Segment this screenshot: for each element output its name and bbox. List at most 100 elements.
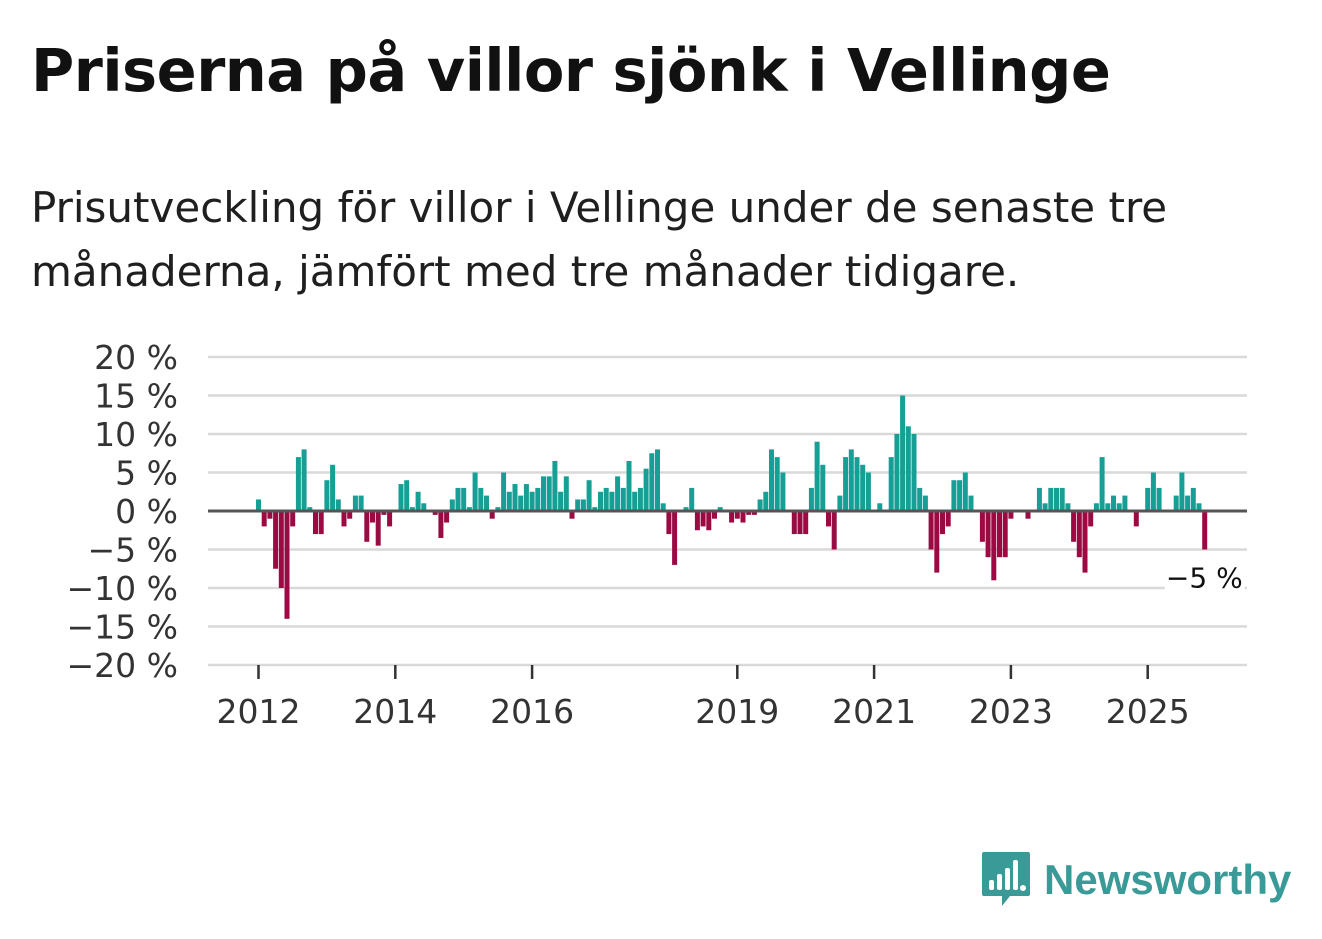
- bar: [888, 457, 894, 511]
- bar: [546, 476, 552, 511]
- y-tick-label: 0 %: [115, 492, 178, 531]
- bar: [1173, 495, 1179, 511]
- bar: [256, 499, 261, 511]
- bar: [370, 511, 375, 523]
- bar: [1202, 511, 1208, 550]
- y-tick-label: −20 %: [67, 646, 179, 685]
- chart-subtitle: Prisutveckling för villor i Vellinge und…: [31, 183, 1168, 296]
- y-tick-label: 20 %: [94, 338, 178, 377]
- bar: [404, 480, 410, 511]
- bar: [666, 511, 672, 535]
- bar: [774, 457, 780, 511]
- bar: [1088, 511, 1094, 527]
- bar: [1065, 503, 1071, 511]
- bar: [615, 476, 621, 511]
- bar: [934, 511, 940, 573]
- bar: [894, 434, 900, 511]
- bar: [1122, 495, 1128, 511]
- x-tick-label: 2016: [490, 692, 574, 731]
- bar: [968, 495, 974, 511]
- bar: [295, 457, 301, 511]
- bar: [1093, 503, 1099, 511]
- bar: [717, 507, 723, 511]
- bar: [364, 511, 370, 542]
- bar: [358, 495, 364, 511]
- bar: [905, 426, 911, 511]
- bar: [997, 511, 1002, 558]
- grid-lines: [208, 355, 1247, 667]
- bar: [626, 460, 632, 511]
- x-tick-label: 2019: [695, 692, 779, 731]
- bar: [643, 468, 649, 511]
- bar: [689, 487, 695, 511]
- bar: [763, 491, 769, 511]
- bar: [335, 499, 341, 511]
- bar: [865, 472, 871, 511]
- bar: [478, 487, 484, 511]
- bar: [324, 480, 330, 511]
- brand-name: Newsworthy: [1044, 856, 1292, 903]
- bar: [637, 487, 643, 511]
- bar: [951, 480, 957, 511]
- bar: [1133, 511, 1139, 527]
- bar: [1082, 511, 1088, 573]
- bar: [729, 511, 735, 523]
- bar: [1054, 487, 1059, 511]
- x-tick-label: 2014: [353, 692, 437, 731]
- bar: [797, 511, 803, 535]
- bar: [341, 511, 347, 527]
- newsworthy-logo[interactable]: Newsworthy: [980, 850, 1291, 910]
- bar: [694, 511, 700, 531]
- bar: [387, 511, 393, 527]
- y-tick-label: 5 %: [115, 454, 178, 493]
- y-tick-label: 15 %: [94, 377, 178, 416]
- bar: [609, 491, 615, 511]
- bar: [917, 487, 923, 511]
- bar: [506, 491, 512, 511]
- bar: [347, 511, 353, 519]
- bar: [1059, 487, 1065, 511]
- bar: [466, 507, 472, 511]
- bar: [991, 511, 997, 581]
- bar: [837, 495, 843, 511]
- bar: [592, 507, 598, 511]
- bar: [826, 511, 831, 527]
- bar: [512, 484, 518, 511]
- bar: [620, 487, 626, 511]
- bar: [449, 499, 455, 511]
- bar: [1145, 487, 1151, 511]
- bar: [318, 511, 324, 535]
- bar: [495, 507, 501, 511]
- bar: [461, 487, 467, 511]
- bar: [740, 511, 746, 523]
- bar: [1008, 511, 1014, 519]
- bar: [848, 449, 854, 511]
- bar: [432, 511, 438, 515]
- y-tick-label: −10 %: [67, 569, 179, 608]
- bar: [535, 487, 541, 511]
- bar: [1042, 503, 1048, 511]
- bar: [751, 511, 757, 515]
- bar: [313, 511, 318, 535]
- bar: [803, 511, 809, 535]
- bar: [820, 464, 826, 511]
- bar: [1048, 487, 1054, 511]
- bar: [307, 507, 313, 511]
- bar: [1025, 511, 1031, 519]
- y-tick-label: −15 %: [67, 608, 179, 647]
- x-tick-label: 2021: [832, 692, 916, 731]
- newsworthy-logo-icon: [982, 852, 1030, 906]
- bar: [301, 449, 307, 511]
- bar: [1036, 487, 1042, 511]
- bar: [415, 491, 421, 511]
- bar: [569, 511, 575, 519]
- bar: [586, 480, 592, 511]
- bar: [375, 511, 381, 546]
- bar: [922, 495, 928, 511]
- bar: [1190, 487, 1196, 511]
- chart-title: Priserna på villor sjönk i Vellinge: [31, 36, 1111, 105]
- bar: [900, 395, 906, 511]
- bar: [278, 511, 284, 588]
- bar: [962, 472, 968, 511]
